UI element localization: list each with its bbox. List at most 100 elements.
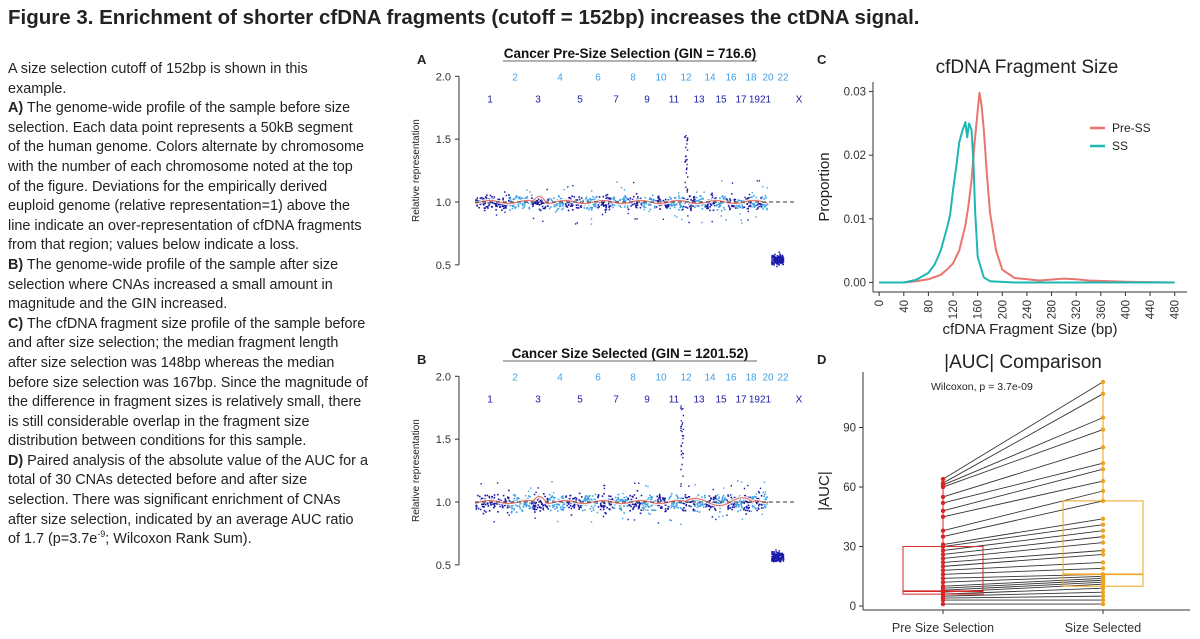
chromosome-points [612,195,629,209]
data-point-post [1100,466,1106,472]
legend-label: Pre-SS [1112,121,1151,135]
caption-d-text-1: Paired analysis of the absolute value of… [8,452,368,548]
chromosome-points [751,496,758,510]
chromosome-label-even: 16 [725,72,737,83]
pair-line [942,524,1104,547]
data-point-pre [940,500,946,506]
data-point-pre [940,508,946,514]
chromosome-label-even: 12 [680,72,692,83]
chromosome-label-even: 18 [745,72,757,83]
data-point-post [1100,478,1106,484]
data-point-post [1100,548,1106,553]
chromosome-points [597,492,614,515]
chromosome-points [475,194,511,212]
caption-d-text-2: ; Wilcoxon Rank Sum). [105,531,252,548]
cnv-spike-points [680,405,685,487]
y-tick-label: 0 [850,601,856,613]
chromosome-label-even: 6 [595,72,601,83]
legend-label: SS [1112,139,1128,153]
chromosome-label-even: 10 [655,372,667,383]
caption-a-text: The genome-wide profile of the sample be… [8,100,364,254]
pair-line [942,480,1104,518]
pair-line [942,429,1104,488]
pair-line [942,462,1104,504]
y-tick-label: 0.02 [844,150,866,162]
chromosome-label-odd: 13 [693,394,705,405]
cnv-spike-points [684,135,689,193]
data-point-pre [940,552,946,557]
data-point-pre [940,601,946,607]
chromosome-label-odd: 15 [715,94,727,105]
chromosome-points [565,195,583,212]
chromosome-label-even: 14 [704,72,716,83]
pair-line [942,554,1104,567]
caption-d-label: D) [8,452,24,469]
chromosome-label-odd: 1 [487,394,493,405]
pair-line [942,581,1104,591]
pair-line [942,579,1104,589]
caption-a: A) The genome-wide profile of the sample… [8,99,368,256]
x-chromosome-points [771,251,785,268]
chromosome-label-even: 4 [557,372,563,383]
data-point-pre [940,564,946,569]
caption-b-text: The genome-wide profile of the sample af… [8,256,339,313]
caption-d-sup: -9 [97,529,106,540]
data-point-post [1100,593,1106,599]
data-point-pre [940,528,946,533]
data-point-pre [940,548,946,553]
y-tick-label: 0.5 [436,260,451,272]
outlier-points [711,488,717,521]
series-line-ss [879,121,1175,284]
caption-b-label: B) [8,256,24,273]
x-tick-label: 120 [948,300,960,319]
y-axis-label: |AUC| [816,471,833,510]
y-axis-label: Relative representation [411,419,422,522]
outlier-points [761,186,769,210]
caption-a-label: A) [8,100,24,117]
chromosome-label-odd: 7 [613,394,619,405]
y-tick-label: 1.5 [436,434,451,446]
data-points [474,135,785,268]
data-point-post [1100,488,1106,494]
data-point-post [1100,582,1106,587]
chromosome-label-odd: 1921 [749,94,772,105]
y-tick-label: 1.5 [436,134,451,146]
chromosome-points [694,494,707,513]
pair-line [942,530,1104,551]
chromosome-label-even: 8 [630,372,636,383]
data-point-post [1100,589,1106,595]
outlier-points [711,192,714,223]
panel-letter: C [817,52,827,67]
panel-letter: D [817,352,826,367]
data-point-post [1100,560,1106,565]
outlier-points [514,487,532,497]
data-points [474,405,785,563]
data-point-post [1100,379,1106,385]
panel-title: Cancer Size Selected (GIN = 1201.52) [512,346,749,361]
data-point-pre [940,544,946,549]
pair-line [942,577,1104,587]
chromosome-label-odd: 11 [669,394,680,405]
stat-annotation: Wilcoxon, p = 3.7e-09 [931,381,1033,393]
chromosome-points [726,193,737,210]
pair-line [942,591,1104,597]
x-tick-label: 440 [1145,300,1157,319]
outlier-points [761,481,768,515]
chromosome-label-even: 20 [762,372,774,383]
chromosome-label-odd: 9 [644,94,650,105]
y-tick-label: 60 [843,482,856,494]
data-point-pre [940,494,946,500]
pair-line [942,561,1104,571]
pair-line [942,417,1104,486]
chromosome-label-even: 16 [725,372,737,383]
panel-d-auc-comparison: D |AUC| Comparison Wilcoxon, p = 3.7e-09 0 3… [816,352,1190,635]
chromosome-points [705,495,717,511]
x-tick-label: 280 [1047,300,1059,319]
y-tick-label: 1.0 [436,497,451,509]
x-tick-label: 80 [923,300,935,313]
pair-line [942,595,1104,599]
data-point-pre [940,484,946,490]
series-line-pre-ss [879,91,1175,284]
chromosome-label-odd: 7 [613,94,619,105]
chromosome-points [716,494,728,513]
